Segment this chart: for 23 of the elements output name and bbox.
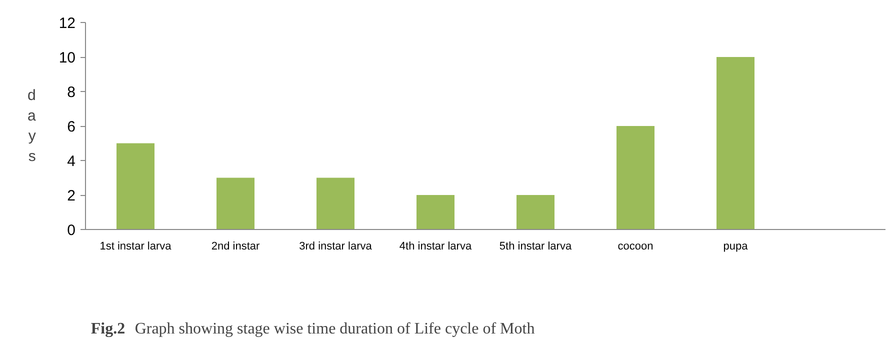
y-tick-label: 12 [58,15,76,32]
y-tick-label: 0 [67,222,76,239]
bar [116,143,154,230]
y-tick-label: 8 [67,84,76,101]
bar [716,57,754,230]
x-tick-label: 5th instar larva [499,240,572,252]
y-tick-label: 6 [67,118,76,136]
x-tick-label: pupa [723,240,749,252]
bar [416,195,454,230]
x-tick-label: 1st instar larva [100,240,172,252]
x-tick-label: 3rd instar larva [299,240,373,252]
y-tick-label: 4 [67,153,76,170]
bar [316,178,354,230]
bar [616,126,654,230]
y-axis-title: days [27,86,36,166]
x-tick-label: 2nd instar [211,240,260,252]
x-tick-label: 4th instar larva [399,240,472,252]
bar [516,195,554,230]
bar [216,178,254,230]
caption: Fig.2 Graph showing stage wise time duration of Life cycle of Moth [90,320,535,338]
y-tick-label: 2 [67,188,76,204]
x-tick-label: cocoon [618,240,654,252]
y-tick-label: 10 [58,50,76,66]
